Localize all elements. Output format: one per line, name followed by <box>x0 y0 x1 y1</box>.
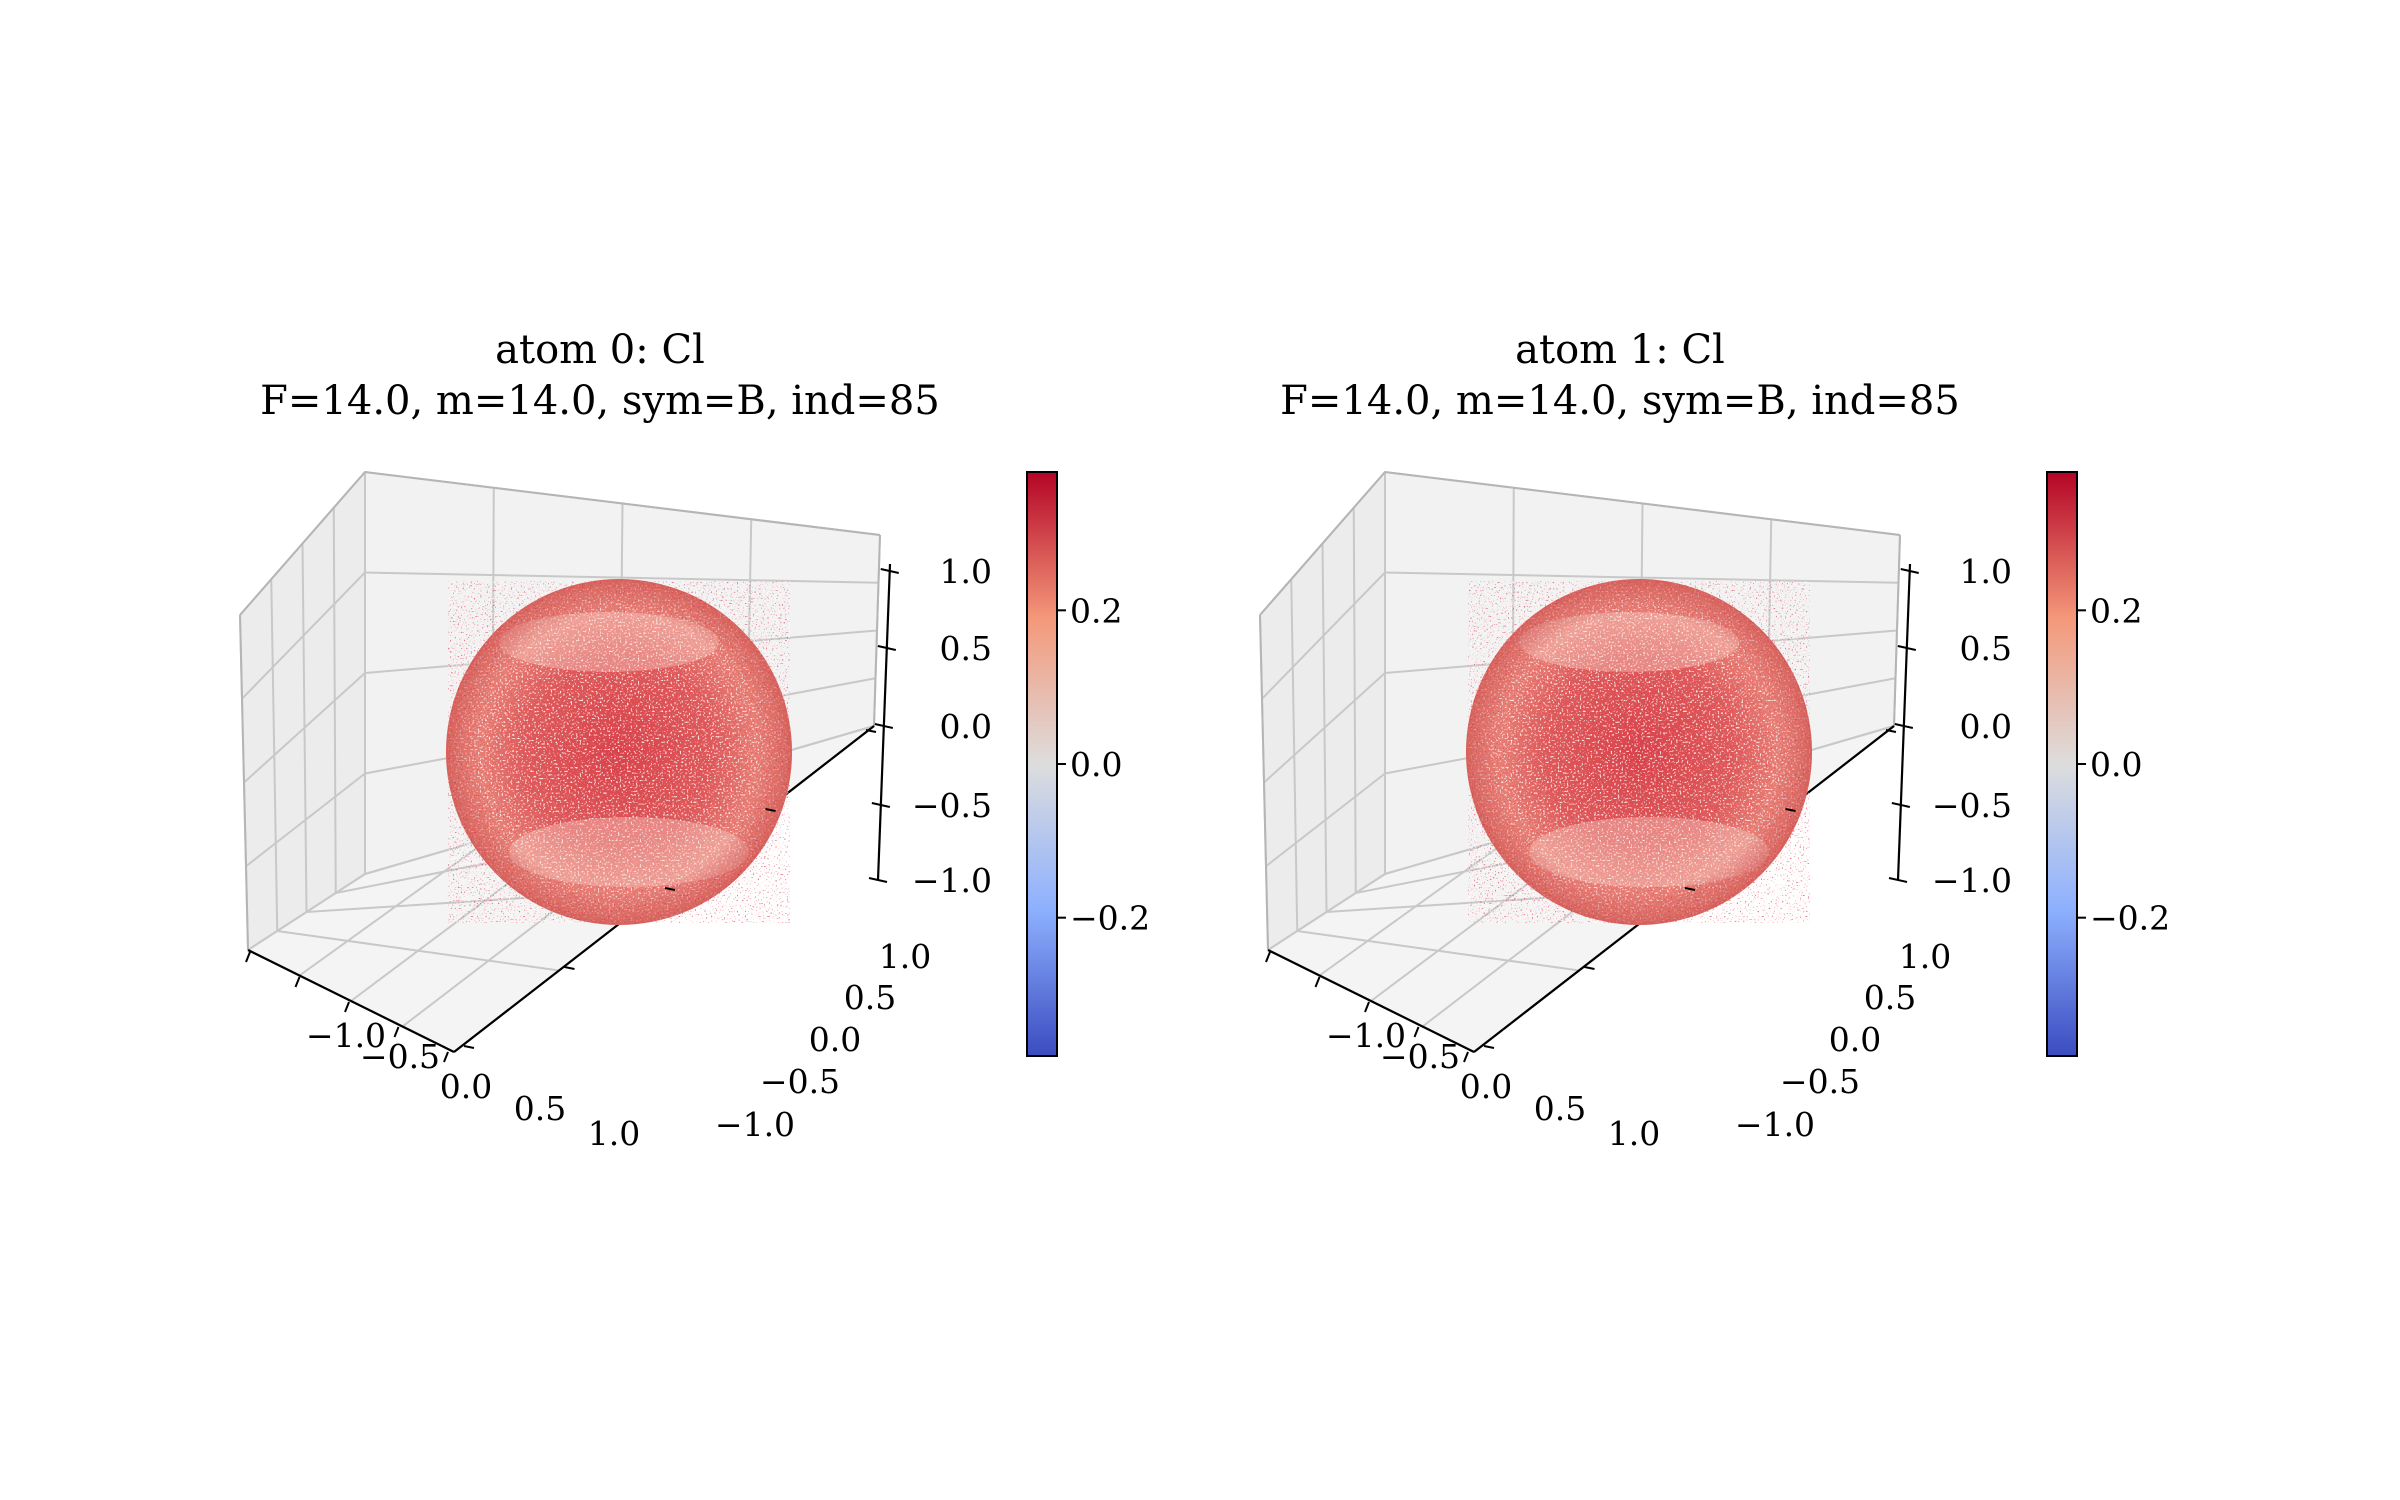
y-tick-label: 0.0 <box>1829 1020 1881 1059</box>
y-tick <box>1483 1045 1495 1049</box>
z-tick-label: −0.5 <box>1932 786 2012 825</box>
x-tick <box>443 1051 449 1063</box>
chart-title: atom 0: Cl <box>495 327 705 373</box>
chart-panel-1: atom 1: Cl F=14.0, m=14.0, sym=B, ind=85 −… <box>1259 327 2170 1153</box>
z-tick <box>1888 877 1908 883</box>
sphere-rim <box>1466 579 1812 925</box>
grid-line <box>241 571 366 700</box>
colorbar <box>1026 471 1058 1057</box>
chart-subtitle: F=14.0, m=14.0, sym=B, ind=85 <box>1280 378 1960 424</box>
x-tick-label: −0.5 <box>360 1037 440 1076</box>
x-tick-label: −1.0 <box>306 1016 386 1055</box>
colorbar-tick-label: 0.0 <box>1070 745 1122 784</box>
z-tick-label: 0.0 <box>1960 707 2012 746</box>
grid-line <box>1263 672 1386 784</box>
x-tick-label: 0.5 <box>1534 1089 1586 1128</box>
z-tick <box>1900 568 1919 574</box>
y-tick-label: −0.5 <box>760 1062 840 1101</box>
z-tick <box>877 645 897 651</box>
grid-line <box>1352 507 1357 894</box>
colorbar-tick-label: 0.0 <box>2090 745 2142 784</box>
z-tick-label: 1.0 <box>1960 552 2012 591</box>
z-tick <box>1891 802 1911 808</box>
z-axis-line <box>1896 563 1912 881</box>
x-tick <box>1314 976 1321 988</box>
grid-line <box>1261 571 1386 700</box>
chart-title: atom 1: Cl <box>1515 327 1725 373</box>
sphere-rim <box>446 579 792 925</box>
y-tick-label: −1.0 <box>715 1105 795 1144</box>
colorbar-tick-label: 0.2 <box>1070 591 1122 630</box>
y-tick-label: 1.0 <box>879 937 931 976</box>
y-tick <box>1584 966 1595 970</box>
y-tick-label: 0.0 <box>809 1020 861 1059</box>
y-tick-label: −1.0 <box>1735 1105 1815 1144</box>
y-tick <box>664 887 676 891</box>
grid-line <box>332 507 337 894</box>
colorbar-tick-label: 0.2 <box>2090 591 2142 630</box>
y-tick <box>1684 887 1696 891</box>
chart-panel-0: atom 0: Cl F=14.0, m=14.0, sym=B, ind=85 −… <box>239 327 1150 1153</box>
y-tick-label: 0.5 <box>844 978 896 1017</box>
y-tick <box>1885 729 1897 733</box>
y-tick-label: 1.0 <box>1899 937 1951 976</box>
pane-edge <box>239 470 881 616</box>
x-tick-label: −1.0 <box>1326 1016 1406 1055</box>
pane-edge <box>1259 614 1269 951</box>
z-tick-label: 0.0 <box>940 707 992 746</box>
z-tick-label: 0.5 <box>1960 629 2012 668</box>
y-tick-label: 0.5 <box>1864 978 1916 1017</box>
colorbar-tick-label: −0.2 <box>2090 899 2170 938</box>
grid-line <box>364 571 879 584</box>
x-tick-label: 1.0 <box>1608 1114 1660 1153</box>
y-tick <box>865 729 877 733</box>
x-tick <box>245 951 251 963</box>
x-tick-label: −0.5 <box>1380 1037 1460 1076</box>
colorbar-tick-label: −0.2 <box>1070 899 1150 938</box>
x-tick <box>1413 1026 1420 1038</box>
x-tick-label: 0.0 <box>1460 1067 1512 1106</box>
x-tick <box>1364 1001 1370 1013</box>
z-tick <box>868 877 888 883</box>
chart-subtitle: F=14.0, m=14.0, sym=B, ind=85 <box>260 378 940 424</box>
z-tick-label: −1.0 <box>912 861 992 900</box>
x-tick <box>294 976 301 988</box>
grid-line <box>243 672 366 784</box>
y-tick <box>463 1045 475 1049</box>
x-tick-label: 1.0 <box>588 1114 640 1153</box>
z-tick-label: 1.0 <box>940 552 992 591</box>
y-tick <box>564 966 575 970</box>
x-tick <box>1265 951 1271 963</box>
z-axis-line <box>876 563 892 881</box>
pane-edge <box>1259 470 1901 616</box>
z-tick <box>1897 645 1917 651</box>
x-axis-line <box>247 949 455 1053</box>
grid-line <box>1384 571 1899 584</box>
x-tick <box>1463 1051 1469 1063</box>
x-tick <box>393 1026 400 1038</box>
x-tick <box>344 1001 350 1013</box>
z-tick <box>874 723 894 729</box>
z-tick-label: 0.5 <box>940 629 992 668</box>
z-tick <box>880 568 899 574</box>
x-tick-label: 0.5 <box>514 1089 566 1128</box>
z-tick-label: −1.0 <box>1932 861 2012 900</box>
z-tick <box>1894 723 1914 729</box>
x-axis-line <box>1267 949 1475 1053</box>
z-tick-label: −0.5 <box>912 786 992 825</box>
y-tick <box>765 808 776 812</box>
x-tick-label: 0.0 <box>440 1067 492 1106</box>
y-tick <box>1785 808 1796 812</box>
z-tick <box>871 802 891 808</box>
y-tick-label: −0.5 <box>1780 1062 1860 1101</box>
pane-edge <box>239 614 249 951</box>
colorbar <box>2046 471 2078 1057</box>
